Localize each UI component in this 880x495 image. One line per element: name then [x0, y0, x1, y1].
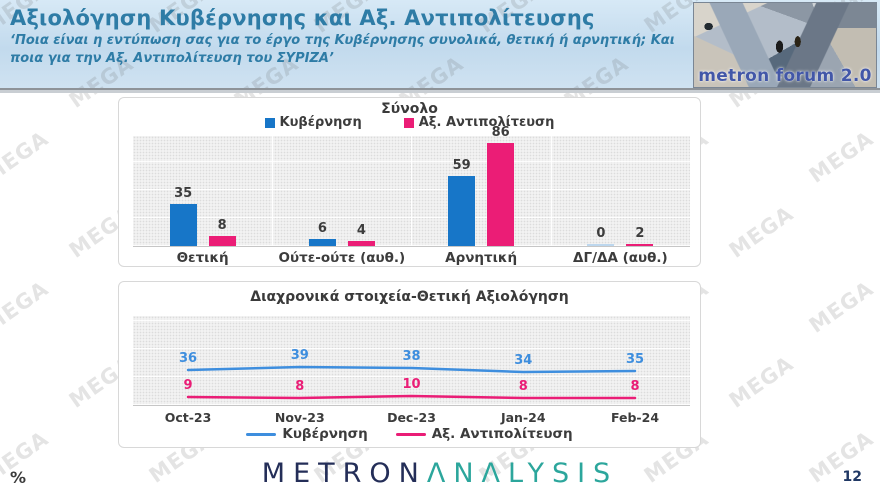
trend-line [186, 365, 637, 374]
legend-item-opposition-trend: Αξ. Αντιπολίτευση [395, 426, 573, 442]
page-number: 12 [842, 469, 862, 485]
x-axis-label: Feb-24 [610, 410, 660, 425]
bar-value-label: 4 [356, 223, 366, 238]
legend-item-opposition: Αξ. Αντιπολίτευση [403, 115, 555, 130]
bar-value-label: 35 [174, 186, 193, 201]
legend-line-swatch-government [246, 432, 277, 436]
bar [308, 239, 336, 246]
point-value-label: 8 [295, 379, 305, 394]
bar-chart-category-axis: Θετική Ούτε-ούτε (αυθ.) Αρνητική ΔΓ/ΔΑ (αυθ… [133, 250, 690, 266]
header: Αξιολόγηση Κυβέρνησης και Αξ. Αντιπολίτε… [10, 6, 680, 67]
point-value-label: 38 [402, 349, 421, 364]
category-label: Θετική [176, 250, 229, 266]
bar-chart-plot-area: 35 8 6 4 59 86 0 2 [133, 125, 690, 247]
bar-value-label: 59 [452, 158, 471, 173]
metron-analysis-logo: METRONΛNΛLYSIS [0, 458, 880, 489]
bar-chart-title: Σύνολο [381, 101, 438, 117]
point-value-label: 35 [625, 352, 645, 367]
bar-chart-panel: Σύνολο Κυβέρνηση Αξ. Αντιπολίτευση 35 8 6 4… [118, 97, 701, 267]
bar-value-label: 0 [596, 226, 606, 241]
point-value-label: 39 [290, 348, 309, 363]
x-axis-label: Oct-23 [164, 410, 212, 425]
legend-item-government-trend: Κυβέρνηση [246, 426, 368, 442]
bar [448, 176, 476, 246]
legend-label-opposition: Αξ. Αντιπολίτευση [418, 115, 555, 130]
x-axis-label: Nov-23 [274, 410, 325, 425]
page-subtitle: ‘Ποια είναι η εντύπωση σας για το έργο τ… [10, 33, 675, 66]
bar [347, 241, 375, 246]
bar [169, 204, 197, 246]
percent-unit-note: % [10, 468, 27, 487]
category-label: ΔΓ/ΔΑ (αυθ.) [573, 250, 668, 266]
legend-label-government: Κυβέρνηση [279, 115, 362, 130]
bar-value-label: 6 [317, 221, 327, 236]
gridline-vertical [411, 136, 412, 246]
legend-label-government-trend: Κυβέρνηση [282, 426, 368, 442]
legend-item-government: Κυβέρνηση [264, 115, 362, 130]
brand-analysis: ΛNΛLYSIS [426, 458, 619, 489]
x-axis-label: Dec-23 [387, 410, 436, 425]
category-label: Ούτε-ούτε (αυθ.) [278, 250, 406, 266]
bar [208, 236, 236, 246]
bar-value-label: 86 [491, 125, 510, 140]
legend-label-opposition-trend: Αξ. Αντιπολίτευση [431, 426, 573, 442]
mega-watermark: MEGA [724, 201, 799, 263]
bar-chart-legend: Κυβέρνηση Αξ. Αντιπολίτευση [119, 115, 700, 130]
trend-lines-svg [186, 365, 637, 400]
gridline-vertical [551, 136, 552, 246]
mega-watermark: MEGA [0, 276, 54, 338]
x-axis-label: Jan-24 [500, 410, 546, 425]
line-chart-title: Διαχρονικά στοιχεία-Θετική Αξιολόγηση [250, 289, 569, 305]
bar-value-label: 8 [217, 218, 227, 233]
legend-line-swatch-opposition [395, 432, 426, 436]
line-chart-legend: Κυβέρνηση Αξ. Αντιπολίτευση [119, 426, 700, 442]
point-value-label: 9 [183, 378, 193, 393]
metron-forum-logo-text: metron forum 2.0 [698, 66, 872, 86]
bar [487, 143, 515, 246]
legend-swatch-opposition [403, 117, 414, 128]
gridline-vertical [272, 136, 273, 246]
mega-watermark: MEGA [724, 351, 799, 413]
point-value-label: 10 [402, 377, 421, 392]
bar [626, 244, 654, 246]
trend-line [186, 394, 637, 400]
line-chart-plot-area: 36 39 38 34 35 9 8 10 8 8 [133, 316, 690, 406]
line-chart-panel: Διαχρονικά στοιχεία-Θετική Αξιολόγηση 36… [118, 281, 701, 448]
point-value-label: 8 [518, 379, 528, 394]
point-value-label: 36 [178, 351, 198, 366]
category-label: Αρνητική [445, 250, 518, 266]
point-value-label: 8 [630, 379, 640, 394]
mega-watermark: MEGA [0, 126, 54, 188]
mega-watermark: MEGA [804, 126, 879, 188]
bar [587, 244, 615, 246]
metron-forum-logo: metron forum 2.0 [693, 2, 877, 88]
bar-value-label: 2 [635, 226, 645, 241]
page-title: Αξιολόγηση Κυβέρνησης και Αξ. Αντιπολίτε… [10, 6, 595, 30]
point-value-label: 34 [514, 353, 533, 368]
mega-watermark: MEGA [804, 276, 879, 338]
legend-swatch-government [264, 117, 275, 128]
header-divider [0, 88, 880, 93]
brand-metron: METRON [261, 458, 427, 489]
